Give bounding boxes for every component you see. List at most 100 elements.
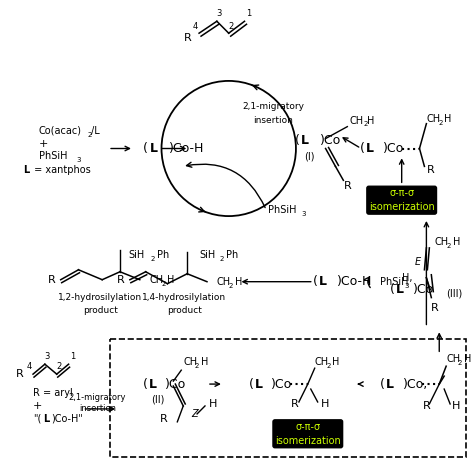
Text: SiH: SiH <box>128 250 144 260</box>
Text: (: ( <box>295 134 300 147</box>
Text: 4: 4 <box>192 22 198 31</box>
Text: = xantphos: = xantphos <box>31 165 91 175</box>
Text: 2: 2 <box>438 119 442 125</box>
Text: R: R <box>422 401 430 411</box>
Text: +: + <box>33 401 42 411</box>
Text: CH: CH <box>427 114 440 124</box>
Text: )Co-H: )Co-H <box>169 142 205 155</box>
Text: (: ( <box>360 142 365 155</box>
Text: R: R <box>291 399 299 409</box>
Text: L: L <box>43 414 49 424</box>
Text: (: ( <box>390 283 395 296</box>
Text: E: E <box>415 257 420 267</box>
Text: (I): (I) <box>304 151 315 162</box>
Text: H: H <box>464 354 471 364</box>
Text: 3: 3 <box>76 157 81 163</box>
Text: 2: 2 <box>228 283 233 288</box>
Text: H: H <box>167 275 175 285</box>
Text: 3: 3 <box>44 352 50 361</box>
Text: )Co-H: )Co-H <box>337 275 373 288</box>
Text: )Co: )Co <box>319 134 341 147</box>
Text: )Co-H": )Co-H" <box>51 414 82 424</box>
Text: (: ( <box>313 275 318 288</box>
Text: 1,4-hydrosilylation: 1,4-hydrosilylation <box>142 293 226 302</box>
Text: product: product <box>83 306 118 315</box>
Text: 3: 3 <box>404 283 409 288</box>
Text: 1,2-hydrosilylation: 1,2-hydrosilylation <box>58 293 142 302</box>
Text: 1: 1 <box>246 9 251 18</box>
Text: L: L <box>23 165 29 175</box>
Text: 4: 4 <box>27 362 32 371</box>
Text: (: ( <box>248 378 254 391</box>
Text: 2: 2 <box>447 243 451 249</box>
Text: H: H <box>367 116 374 125</box>
Text: SiH: SiH <box>199 250 215 260</box>
Text: H: H <box>444 114 452 124</box>
Text: 2: 2 <box>195 363 199 369</box>
Text: 3: 3 <box>301 211 306 217</box>
Text: H: H <box>201 357 209 367</box>
Text: 2: 2 <box>56 362 61 371</box>
Text: Ph: Ph <box>156 250 169 260</box>
Text: (III): (III) <box>446 288 463 299</box>
Text: Co(acac): Co(acac) <box>39 125 82 136</box>
Text: L: L <box>150 142 158 155</box>
Text: product: product <box>167 306 201 315</box>
Text: 2: 2 <box>458 360 462 366</box>
Text: CH: CH <box>434 237 448 247</box>
Text: H: H <box>209 399 217 409</box>
Text: PhSiH: PhSiH <box>268 205 297 215</box>
Text: CH: CH <box>150 275 164 285</box>
Text: +: + <box>39 138 48 149</box>
Text: insertion: insertion <box>79 404 116 413</box>
Text: 2: 2 <box>161 281 166 287</box>
Text: L: L <box>386 378 394 391</box>
Text: L: L <box>396 283 404 296</box>
Text: H: H <box>452 401 460 411</box>
Text: (: ( <box>143 378 148 391</box>
Text: H,: H, <box>401 273 412 283</box>
Text: /L: /L <box>91 125 100 136</box>
Text: 2: 2 <box>363 121 367 127</box>
Text: L: L <box>366 142 374 155</box>
Text: 1: 1 <box>70 352 75 361</box>
Text: )Co: )Co <box>412 283 434 296</box>
Text: L: L <box>319 275 327 288</box>
Text: 2,1-migratory: 2,1-migratory <box>242 102 304 111</box>
Text: R = aryl: R = aryl <box>33 388 73 398</box>
Text: 2: 2 <box>228 22 233 31</box>
Text: R: R <box>431 302 439 313</box>
Text: R: R <box>160 414 167 424</box>
Text: L: L <box>255 378 263 391</box>
Text: PhSiH: PhSiH <box>380 277 409 287</box>
Text: H: H <box>332 357 340 367</box>
Text: CH: CH <box>217 277 231 287</box>
Text: R: R <box>117 275 125 285</box>
Text: R: R <box>183 33 191 43</box>
Text: H: H <box>235 277 242 287</box>
Text: R: R <box>15 369 23 379</box>
Text: (II): (II) <box>151 395 164 405</box>
Text: 2: 2 <box>219 256 224 262</box>
Text: L: L <box>301 134 309 147</box>
Text: Ph: Ph <box>226 250 238 260</box>
Text: 2: 2 <box>87 131 92 138</box>
Text: Z: Z <box>191 409 198 419</box>
Text: PhSiH: PhSiH <box>39 151 67 162</box>
Text: R: R <box>48 275 56 285</box>
Text: 2: 2 <box>150 256 155 262</box>
Text: CH: CH <box>315 357 329 367</box>
Text: )Co,: )Co, <box>403 378 428 391</box>
Text: CH: CH <box>183 357 197 367</box>
Text: CH: CH <box>349 116 364 125</box>
Text: 3: 3 <box>216 9 221 18</box>
Text: H: H <box>320 399 329 409</box>
Text: 2,1-migratory: 2,1-migratory <box>69 393 126 401</box>
Text: (: ( <box>380 378 385 391</box>
Text: R: R <box>427 165 434 175</box>
Text: CH: CH <box>446 354 460 364</box>
Text: insertion: insertion <box>253 116 293 125</box>
Text: H: H <box>453 237 460 247</box>
Bar <box>110 339 466 457</box>
Text: )Co: )Co <box>165 378 187 391</box>
